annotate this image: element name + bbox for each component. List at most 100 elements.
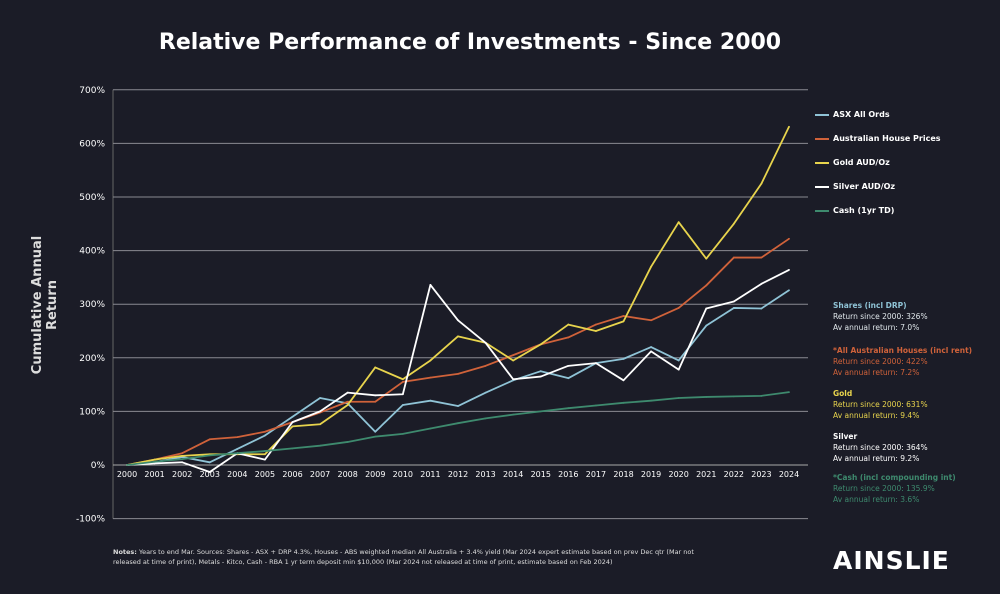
annotation-block: Gold Return since 2000: 631% Av annual ret… — [833, 388, 928, 421]
data-point — [181, 452, 184, 455]
data-point — [153, 462, 156, 465]
x-tick-label: 2020 — [668, 470, 688, 479]
legend-label: Australian House Prices — [833, 134, 941, 143]
data-point — [788, 125, 790, 128]
x-tick-label: 2014 — [503, 470, 523, 479]
data-point — [291, 447, 294, 450]
data-point — [346, 441, 349, 443]
data-point — [236, 436, 239, 439]
data-point — [512, 413, 515, 416]
data-point — [539, 370, 542, 373]
x-tick-label: 2023 — [751, 470, 771, 479]
data-point — [484, 341, 487, 344]
data-point — [760, 282, 763, 285]
data-point — [732, 256, 735, 259]
data-point — [374, 366, 377, 369]
series-line-cash-1yr-td- — [126, 391, 790, 466]
data-point — [760, 394, 763, 397]
data-point — [429, 284, 432, 286]
data-point — [484, 391, 487, 394]
data-point — [567, 377, 570, 380]
annotation-title: *All Australian Houses (incl rent) — [833, 346, 973, 355]
data-point — [457, 405, 459, 407]
annotation-line2: Av annual return: 7.2% — [833, 368, 920, 377]
x-tick-label: 2010 — [393, 470, 413, 479]
data-point — [429, 376, 432, 379]
annotation-block: *Cash (incl compounding int) Return since… — [833, 472, 956, 505]
annotation-line1: Return since 2000: 326% — [833, 312, 928, 321]
data-point — [401, 378, 404, 381]
data-point — [374, 394, 377, 397]
x-tick-label: 2021 — [696, 470, 716, 479]
data-point — [788, 391, 790, 394]
x-tick-label: 2001 — [144, 470, 164, 479]
y-tick-label: 400% — [79, 247, 105, 257]
data-point — [429, 427, 432, 430]
notes-label: Notes: — [113, 548, 137, 556]
x-tick-label: 2016 — [558, 470, 578, 479]
data-point — [677, 221, 680, 224]
data-point — [429, 359, 432, 362]
data-point — [346, 400, 349, 403]
x-tick-label: 2022 — [724, 470, 744, 479]
data-point — [705, 257, 708, 260]
series-line-gold-aud-oz — [126, 126, 790, 466]
x-tick-label: 2024 — [779, 470, 799, 479]
data-point — [236, 448, 239, 450]
x-tick-label: 2015 — [531, 470, 551, 479]
data-point — [539, 410, 542, 413]
data-point — [457, 335, 459, 338]
y-tick-label: 0% — [91, 461, 106, 471]
data-point — [319, 410, 321, 413]
data-point — [208, 471, 211, 473]
data-point — [705, 307, 708, 310]
annotation-title: Silver — [833, 432, 858, 441]
data-point — [788, 289, 790, 292]
data-point — [291, 415, 294, 418]
data-point — [595, 404, 597, 407]
data-point — [208, 438, 211, 441]
y-tick-label: 700% — [79, 86, 105, 96]
y-tick-label: 600% — [79, 139, 105, 149]
series-line-silver-aud-oz — [126, 269, 790, 473]
x-tick-label: 2013 — [475, 470, 495, 479]
data-point — [346, 404, 349, 406]
annotation-line2: Av annual return: 3.6% — [833, 495, 920, 504]
data-point — [567, 336, 570, 339]
x-tick-label: 2012 — [448, 470, 468, 479]
data-point — [319, 423, 321, 426]
data-point — [429, 399, 432, 402]
annotation-block: Shares (incl DRP) Return since 2000: 326%… — [833, 300, 928, 333]
x-tick-label: 2018 — [613, 470, 633, 479]
data-point — [650, 399, 652, 402]
data-point — [181, 454, 184, 457]
x-tick-label: 2011 — [420, 470, 440, 479]
x-tick-label: 2006 — [282, 470, 302, 479]
y-tick-label: 100% — [79, 407, 105, 417]
legend-swatch — [815, 161, 829, 164]
legend-swatch — [815, 137, 829, 140]
data-point — [705, 324, 708, 327]
chart-title: Relative Performance of Investments - Si… — [158, 30, 782, 55]
legend-item: ASX All Ords — [815, 110, 890, 119]
data-point — [264, 434, 266, 437]
data-point — [264, 453, 266, 456]
data-point — [181, 461, 184, 464]
series-line-australian-house-prices — [126, 238, 790, 466]
annotation-block: Silver Return since 2000: 364% Av annual r… — [833, 431, 928, 464]
x-tick-label: 2002 — [172, 470, 192, 479]
data-point — [595, 362, 597, 365]
data-point — [677, 359, 680, 362]
data-point — [539, 375, 542, 378]
data-point — [401, 404, 404, 406]
data-point — [567, 364, 570, 367]
legend-label: Silver AUD/Oz — [833, 182, 896, 191]
x-tick-label: 2007 — [310, 470, 330, 479]
data-point — [319, 444, 321, 447]
data-point — [622, 401, 625, 404]
data-point — [760, 182, 763, 185]
y-tick-label: -100% — [76, 515, 105, 525]
annotation-line1: Return since 2000: 135.9% — [833, 484, 935, 493]
data-point — [126, 464, 128, 466]
